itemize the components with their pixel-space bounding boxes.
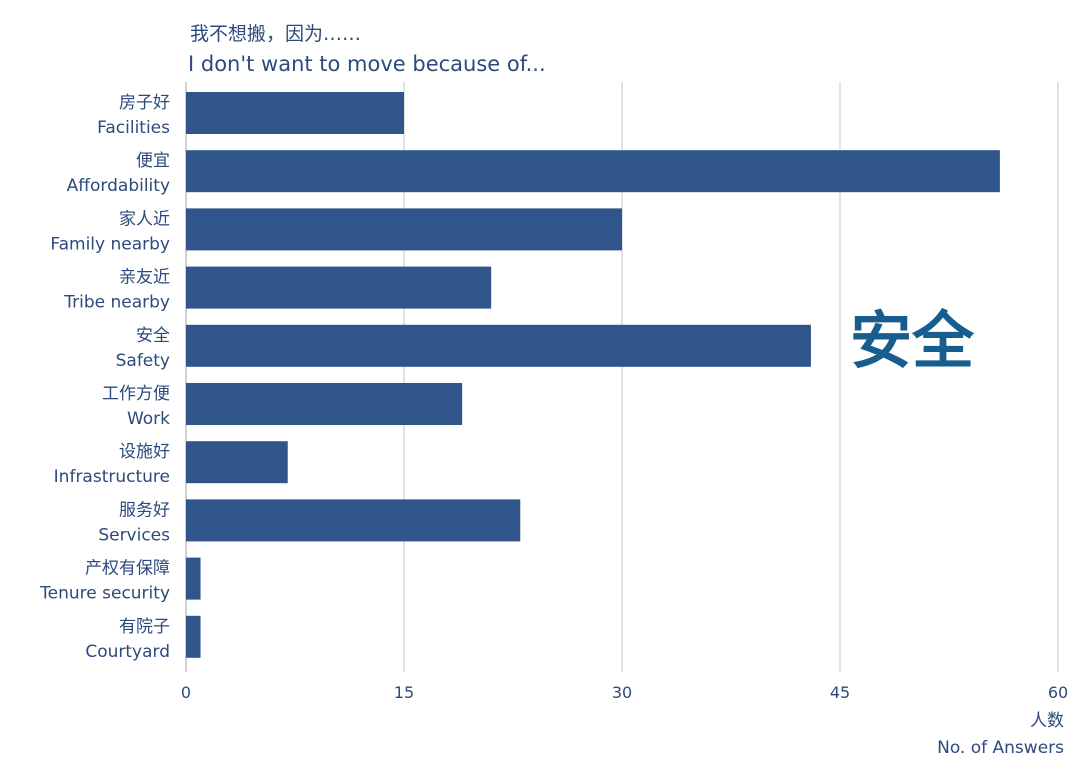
category-label-en: Safety <box>116 351 170 371</box>
category-label-cn: 安全 <box>136 326 170 346</box>
x-tick-label: 30 <box>612 683 632 702</box>
category-label-cn: 亲友近 <box>119 268 170 288</box>
category-label-en: Affordability <box>67 176 170 196</box>
category-label-cn: 服务好 <box>119 500 170 520</box>
chart-title: 我不想搬，因为…… <box>190 23 361 45</box>
bar-infrastructure <box>186 441 288 484</box>
x-tick-label: 60 <box>1048 683 1068 702</box>
category-label-en: Tenure security <box>39 584 170 604</box>
bar-services <box>186 499 521 542</box>
category-label-cn: 家人近 <box>119 209 170 229</box>
chart-subtitle: I don't want to move because of... <box>188 52 546 76</box>
bar-affordability <box>186 150 1000 193</box>
category-label-en: Courtyard <box>85 642 170 662</box>
category-label-en: Work <box>127 409 170 429</box>
category-label-en: Family nearby <box>50 234 170 254</box>
x-tick-label: 15 <box>394 683 414 702</box>
bar-work <box>186 383 463 425</box>
category-label-cn: 便宜 <box>136 151 170 171</box>
x-tick-labels: 0 15 30 45 60 <box>181 683 1068 702</box>
category-label-en: Facilities <box>97 118 170 138</box>
x-tick-label: 0 <box>181 683 191 702</box>
x-axis-title-cn: 人数 <box>1030 711 1064 731</box>
category-label-cn: 房子好 <box>119 93 170 113</box>
x-axis-title-en: No. of Answers <box>937 738 1064 758</box>
category-label-cn: 工作方便 <box>102 384 170 404</box>
bar-courtyard <box>186 615 201 658</box>
category-labels: 房子好 Facilities 便宜 Affordability 家人近 Family ne… <box>39 93 170 662</box>
bar-safety <box>186 324 811 367</box>
x-tick-label: 45 <box>830 683 850 702</box>
bar-family-nearby <box>186 208 622 251</box>
bars <box>186 92 1000 658</box>
bar-tenure-security <box>186 557 201 600</box>
category-label-en: Tribe nearby <box>63 293 170 313</box>
bar-facilities <box>186 92 404 134</box>
category-label-cn: 产权有保障 <box>85 559 170 579</box>
category-label-cn: 有院子 <box>119 617 170 637</box>
category-label-cn: 设施好 <box>119 442 170 462</box>
category-label-en: Services <box>98 525 170 545</box>
bar-tribe-nearby <box>186 266 492 309</box>
safety-annotation: 安全 <box>850 304 975 377</box>
category-label-en: Infrastructure <box>54 467 170 487</box>
